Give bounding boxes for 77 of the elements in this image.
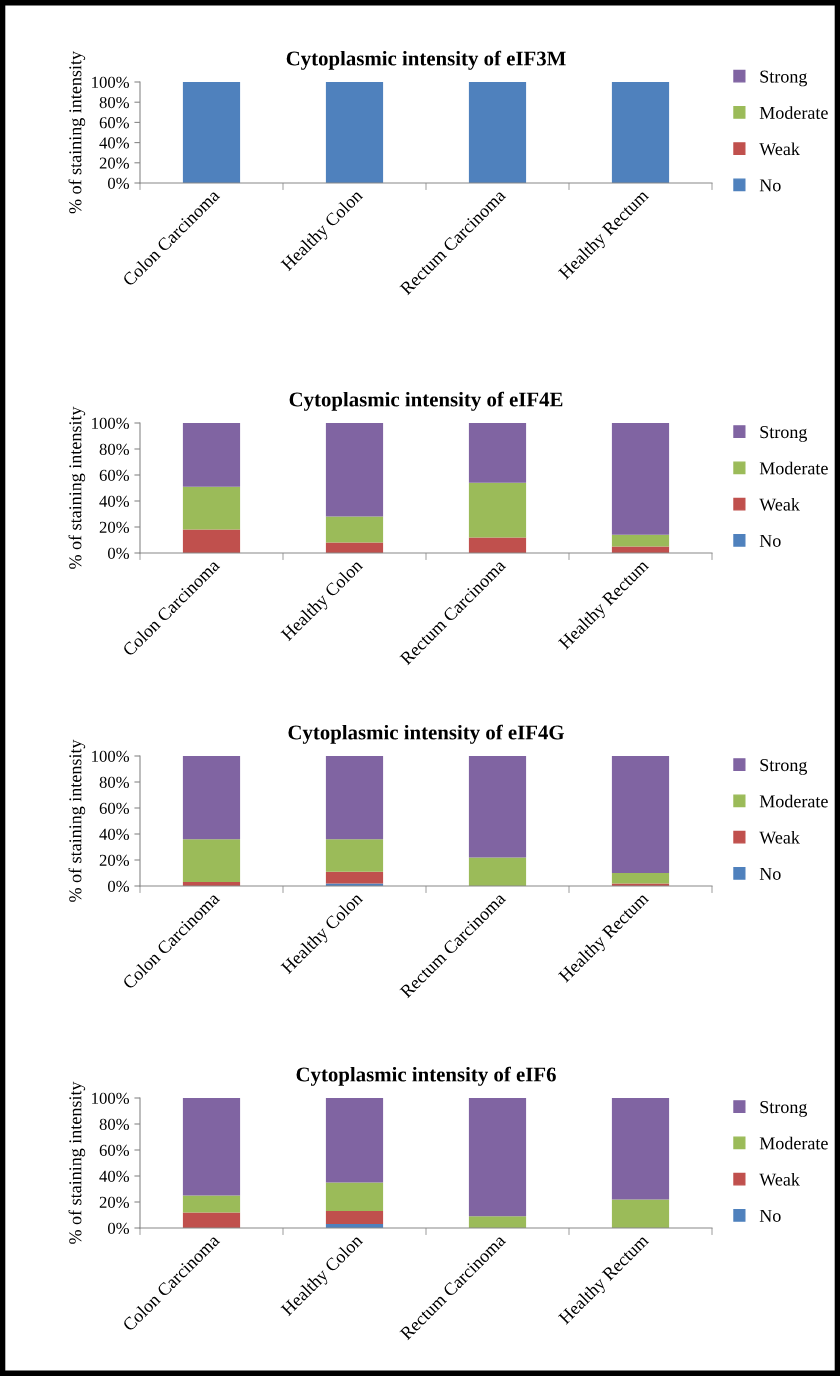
chart-title: Cytoplasmic intensity of eIF4G — [288, 724, 565, 744]
bar — [325, 1182, 384, 1212]
y-tick-label: 100% — [92, 417, 130, 429]
y-axis-title: % of staining intensity — [68, 406, 86, 569]
y-tick-label: 20% — [99, 521, 130, 533]
bar — [325, 839, 384, 872]
y-tick-label: 80% — [99, 443, 130, 455]
bar — [611, 1199, 670, 1228]
legend-label: No — [759, 534, 781, 547]
chart-title: Cytoplasmic intensity of eIF6 — [296, 1066, 556, 1086]
y-tick-label: 80% — [99, 1118, 130, 1130]
legend-label: No — [759, 179, 781, 192]
y-tick-label: 20% — [99, 854, 130, 866]
y-tick-label: 20% — [99, 1196, 130, 1208]
legend-label: Strong — [760, 1101, 808, 1117]
y-tick-label: 100% — [92, 750, 130, 762]
y-tick-label: 60% — [99, 802, 130, 814]
y-tick-label: 100% — [92, 76, 130, 88]
bar — [325, 423, 384, 517]
y-tick-label: 60% — [99, 117, 130, 129]
bar — [611, 423, 670, 535]
bar — [468, 1216, 527, 1228]
y-tick-label: 60% — [99, 469, 130, 481]
y-tick-label: 0% — [108, 547, 130, 559]
bar — [611, 1098, 670, 1200]
y-tick-label: 80% — [99, 96, 130, 109]
bar — [468, 857, 527, 886]
chart-title: Cytoplasmic intensity of eIF3M — [286, 50, 566, 70]
bar — [468, 1098, 527, 1217]
legend-label: Strong — [760, 426, 808, 442]
bar — [182, 1098, 241, 1196]
y-axis-title: % of staining intensity — [68, 51, 86, 214]
bar — [182, 423, 241, 487]
bar — [468, 423, 527, 483]
legend-label: Weak — [759, 830, 800, 844]
y-tick-label: 20% — [99, 157, 130, 169]
bar — [611, 873, 670, 884]
y-tick-label: 40% — [99, 1170, 130, 1182]
bar — [468, 537, 527, 553]
chart-title: Cytoplasmic intensity of eIF4E — [289, 391, 563, 411]
legend-label: Weak — [759, 497, 800, 511]
bar — [182, 486, 241, 530]
bar — [468, 482, 527, 538]
legend-label: Strong — [760, 70, 808, 87]
bar — [325, 871, 384, 884]
bar — [182, 1195, 241, 1213]
legend-label: No — [759, 867, 781, 880]
y-tick-label: 100% — [92, 1092, 130, 1104]
y-tick-label: 80% — [99, 776, 130, 788]
bar — [468, 756, 527, 858]
bar — [325, 516, 384, 543]
legend-label: Weak — [759, 1172, 800, 1186]
bar — [325, 756, 384, 840]
y-tick-label: 0% — [108, 880, 130, 892]
y-tick-label: 40% — [99, 495, 130, 507]
bar — [611, 756, 670, 873]
y-tick-label: 0% — [108, 177, 130, 189]
y-axis-title: % of staining intensity — [68, 1081, 86, 1244]
legend-label: Weak — [759, 142, 800, 156]
bar — [611, 534, 670, 547]
legend-label: No — [759, 1209, 781, 1222]
y-tick-label: 60% — [99, 1144, 130, 1156]
bar — [182, 756, 241, 840]
y-tick-label: 0% — [108, 1222, 130, 1234]
bar — [182, 529, 241, 553]
bar — [182, 839, 241, 883]
y-axis-title: % of staining intensity — [68, 739, 86, 902]
legend-label: Strong — [760, 759, 808, 775]
legend-label: Moderate — [759, 794, 828, 808]
y-tick-label: 40% — [99, 137, 130, 149]
y-tick-label: 40% — [99, 828, 130, 840]
legend-label: Moderate — [759, 461, 828, 475]
legend-label: Moderate — [759, 1136, 828, 1150]
legend-label: Moderate — [759, 106, 828, 119]
bar — [325, 1098, 384, 1183]
bar — [325, 1211, 384, 1225]
bar — [182, 1212, 241, 1228]
